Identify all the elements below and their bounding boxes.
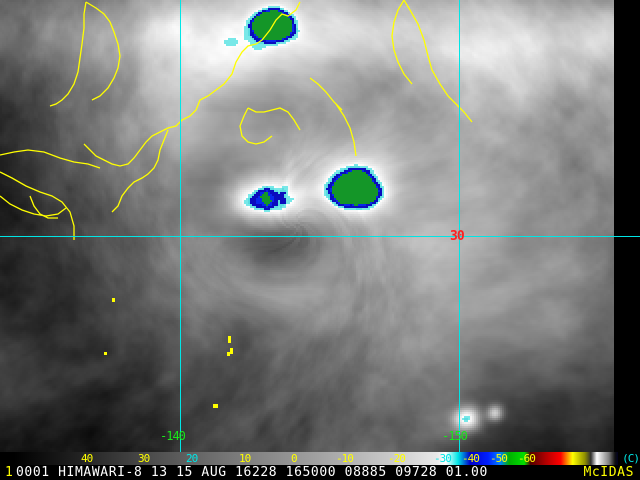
- marker-arm-bottom: [459, 247, 460, 257]
- temp-tick-minus40: -40: [462, 452, 480, 465]
- color-gradient-strip: [14, 452, 618, 465]
- image-metadata-line: 0001 HIMAWARI-8 13 15 AUG 16228 165000 0…: [16, 465, 488, 480]
- grid-parallel-0: [0, 236, 640, 237]
- temp-tick-10: 10: [239, 452, 251, 465]
- island-marker-5: [112, 298, 115, 302]
- grid-meridian-0: [180, 0, 181, 452]
- satellite-image-area[interactable]: [0, 0, 640, 452]
- temp-tick-minus50: -50: [490, 452, 508, 465]
- temp-tick-30: 30: [138, 452, 150, 465]
- enhancement-color-bar[interactable]: 40 30 20 10 0 -10 -20 -30 -40 -50 -60 (C): [0, 452, 640, 465]
- grid-meridian-1: [459, 0, 460, 452]
- coastline-segment-12: [403, 0, 473, 123]
- island-marker-4: [104, 352, 107, 355]
- marker-arm-left: [439, 236, 449, 237]
- marker-arm-top: [459, 216, 460, 226]
- frame-index-label: 1: [5, 465, 13, 480]
- temp-tick-minus20: -20: [388, 452, 406, 465]
- temp-tick-minus30: -30: [434, 452, 452, 465]
- annotation-label-0: -140: [160, 429, 186, 443]
- coastline-segment-13: [391, 0, 413, 85]
- mcidas-brand-label: McIDAS: [583, 465, 634, 480]
- coastline-segment-2: [49, 1, 87, 107]
- marker-arm-right: [470, 236, 480, 237]
- coastline-segment-9: [239, 107, 273, 145]
- coastline-segment-4: [0, 149, 101, 169]
- island-marker-0: [228, 336, 231, 343]
- temp-tick-minus60: -60: [518, 452, 536, 465]
- coastline-segment-11: [335, 103, 357, 157]
- coastline-segment-8: [247, 107, 301, 131]
- coastline-segment-1: [111, 129, 169, 213]
- temp-tick-20: 20: [186, 452, 198, 465]
- infrared-satellite-image: [0, 0, 640, 452]
- status-bar: 1 0001 HIMAWARI-8 13 15 AUG 16228 165000…: [0, 465, 640, 480]
- temp-tick-minus10: -10: [336, 452, 354, 465]
- coastline-segment-3: [85, 1, 121, 101]
- coastline-segment-7: [29, 195, 58, 219]
- island-marker-3: [213, 404, 218, 408]
- marker-value-label: 30: [450, 229, 465, 244]
- temperature-unit-label: (C): [622, 452, 640, 465]
- coastline-segment-0: [83, 1, 301, 167]
- island-marker-2: [227, 352, 230, 356]
- island-marker-1: [230, 348, 233, 354]
- temp-tick-0: 0: [291, 452, 298, 465]
- coastline-vector-overlay: [0, 0, 473, 408]
- temp-tick-40: 40: [81, 452, 93, 465]
- annotation-label-1: -150: [442, 429, 468, 443]
- coastline-segment-5: [0, 171, 75, 240]
- coastline-segment-6: [0, 195, 67, 217]
